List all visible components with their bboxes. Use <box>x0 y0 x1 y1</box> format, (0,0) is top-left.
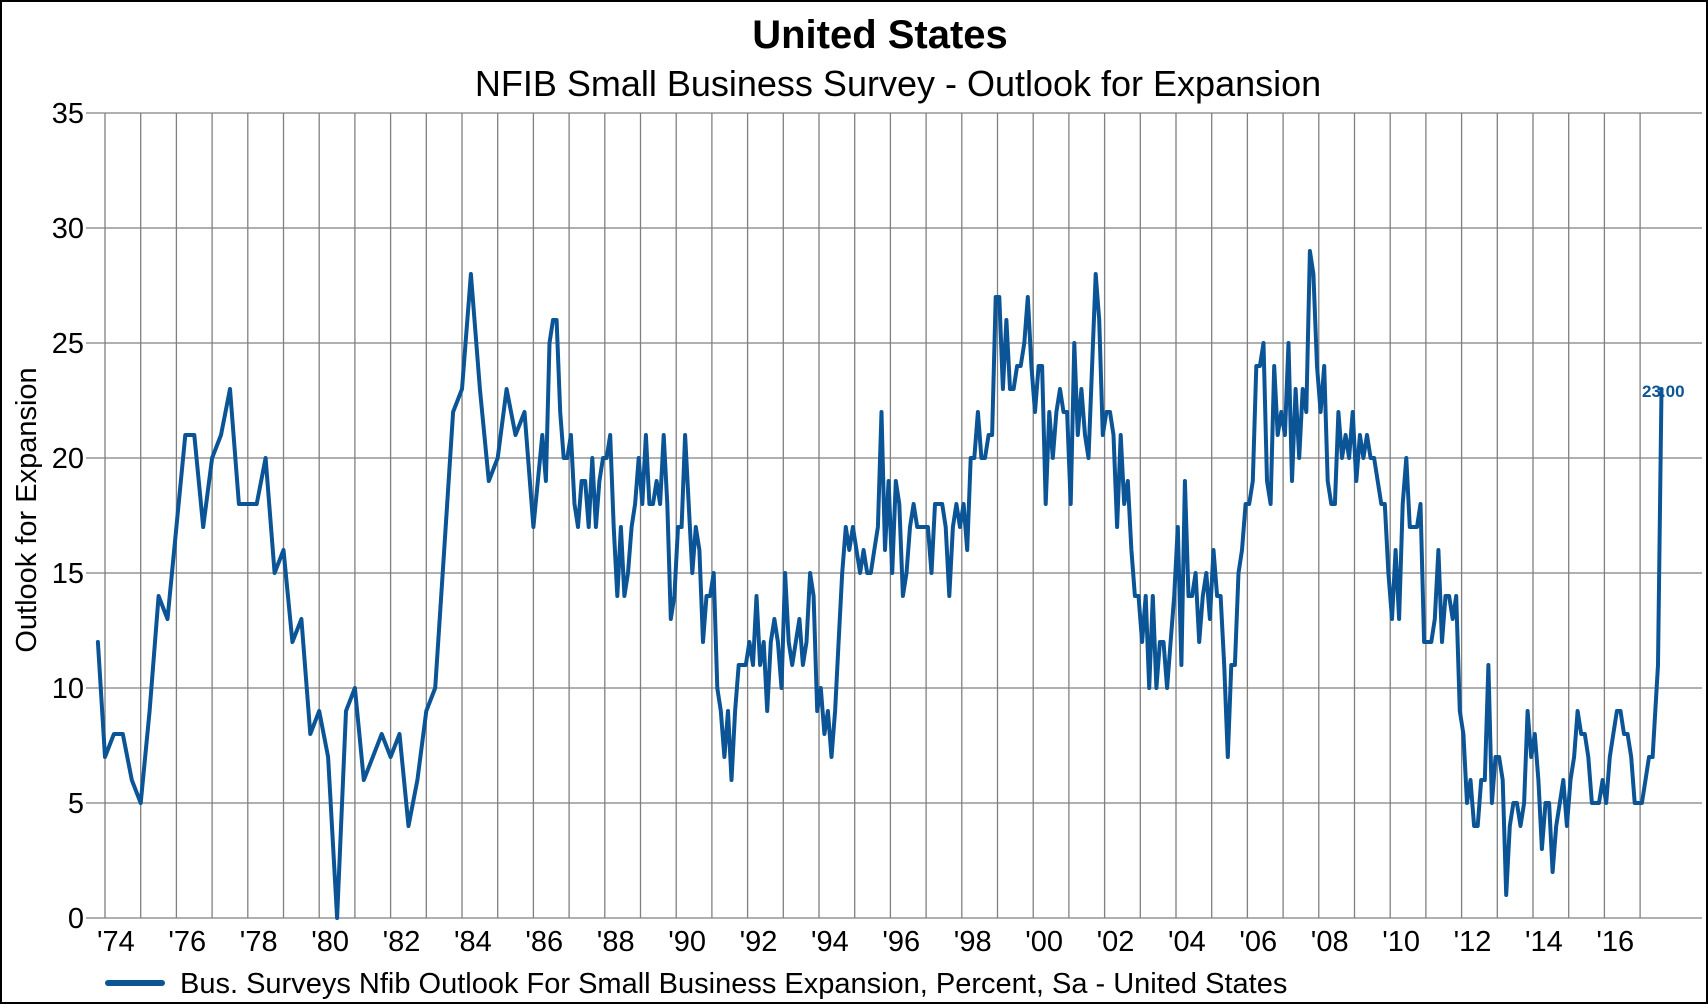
last-value-label: 23.00 <box>1642 382 1685 401</box>
chart-title: United States <box>752 13 1008 57</box>
y-tick-label: 20 <box>52 443 84 475</box>
x-tick-label: '90 <box>668 926 706 958</box>
x-axis-ticks: '74 '76 '78 '80 '82 '84 '86 '88 '90 '92 '94 '96 '98 '… <box>97 926 1634 958</box>
x-tick-label: '00 <box>1025 926 1063 958</box>
chart-subtitle: NFIB Small Business Survey - Outlook for… <box>475 63 1321 104</box>
x-tick-label: '96 <box>882 926 920 958</box>
x-tick-label: '98 <box>954 926 992 958</box>
x-tick-label: '10 <box>1382 926 1420 958</box>
x-tick-label: '94 <box>811 926 849 958</box>
x-tick-label: '06 <box>1239 926 1277 958</box>
x-tick-label: '08 <box>1311 926 1349 958</box>
legend: Bus. Surveys Nfib Outlook For Small Busi… <box>105 968 1287 1000</box>
series-layer <box>95 249 1664 920</box>
y-axis-label: Outlook for Expansion <box>11 367 43 652</box>
x-tick-label: '16 <box>1596 926 1634 958</box>
x-tick-label: '14 <box>1525 926 1563 958</box>
x-tick-label: '88 <box>597 926 635 958</box>
y-tick-label: 35 <box>52 98 84 130</box>
y-tick-label: 5 <box>68 788 84 820</box>
x-tick-label: '76 <box>168 926 206 958</box>
y-tick-label: 30 <box>52 213 84 245</box>
series-line <box>95 249 1655 920</box>
series-line-final-segment <box>1650 387 1664 759</box>
x-tick-label: '82 <box>383 926 421 958</box>
x-tick-label: '78 <box>240 926 278 958</box>
y-tick-label: 15 <box>52 558 84 590</box>
x-tick-label: '12 <box>1454 926 1492 958</box>
x-tick-label: '80 <box>311 926 349 958</box>
legend-label: Bus. Surveys Nfib Outlook For Small Busi… <box>180 968 1287 1000</box>
x-tick-label: '92 <box>740 926 778 958</box>
x-tick-label: '02 <box>1097 926 1135 958</box>
x-tick-label: '84 <box>454 926 492 958</box>
y-tick-label: 10 <box>52 673 84 705</box>
x-tick-label: '74 <box>97 926 135 958</box>
x-tick-label: '86 <box>525 926 563 958</box>
x-tick-label: '04 <box>1168 926 1206 958</box>
y-axis-ticks: 0 5 10 15 20 25 30 35 <box>52 98 84 935</box>
y-tick-label: 0 <box>68 903 84 935</box>
y-tick-label: 25 <box>52 328 84 360</box>
